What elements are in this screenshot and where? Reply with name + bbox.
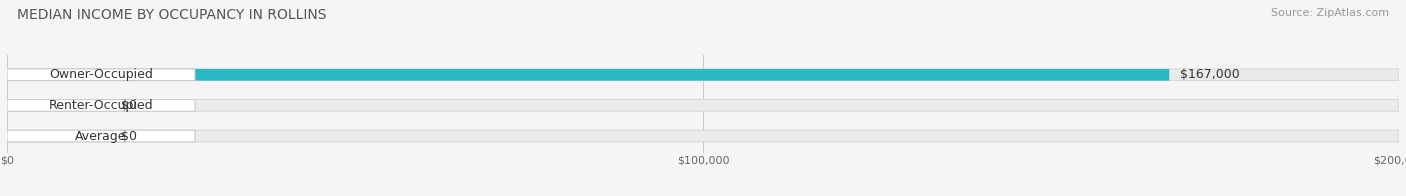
FancyBboxPatch shape (7, 69, 195, 81)
FancyBboxPatch shape (7, 100, 1399, 111)
Text: MEDIAN INCOME BY OCCUPANCY IN ROLLINS: MEDIAN INCOME BY OCCUPANCY IN ROLLINS (17, 8, 326, 22)
Text: Source: ZipAtlas.com: Source: ZipAtlas.com (1271, 8, 1389, 18)
Text: $0: $0 (121, 130, 138, 142)
Text: Renter-Occupied: Renter-Occupied (49, 99, 153, 112)
FancyBboxPatch shape (7, 69, 1399, 81)
FancyBboxPatch shape (7, 130, 104, 142)
Text: Owner-Occupied: Owner-Occupied (49, 68, 153, 81)
Text: $167,000: $167,000 (1181, 68, 1240, 81)
FancyBboxPatch shape (7, 100, 195, 111)
FancyBboxPatch shape (7, 69, 1170, 81)
FancyBboxPatch shape (7, 100, 104, 111)
Text: $0: $0 (121, 99, 138, 112)
FancyBboxPatch shape (7, 130, 195, 142)
FancyBboxPatch shape (7, 130, 1399, 142)
Text: Average: Average (76, 130, 127, 142)
